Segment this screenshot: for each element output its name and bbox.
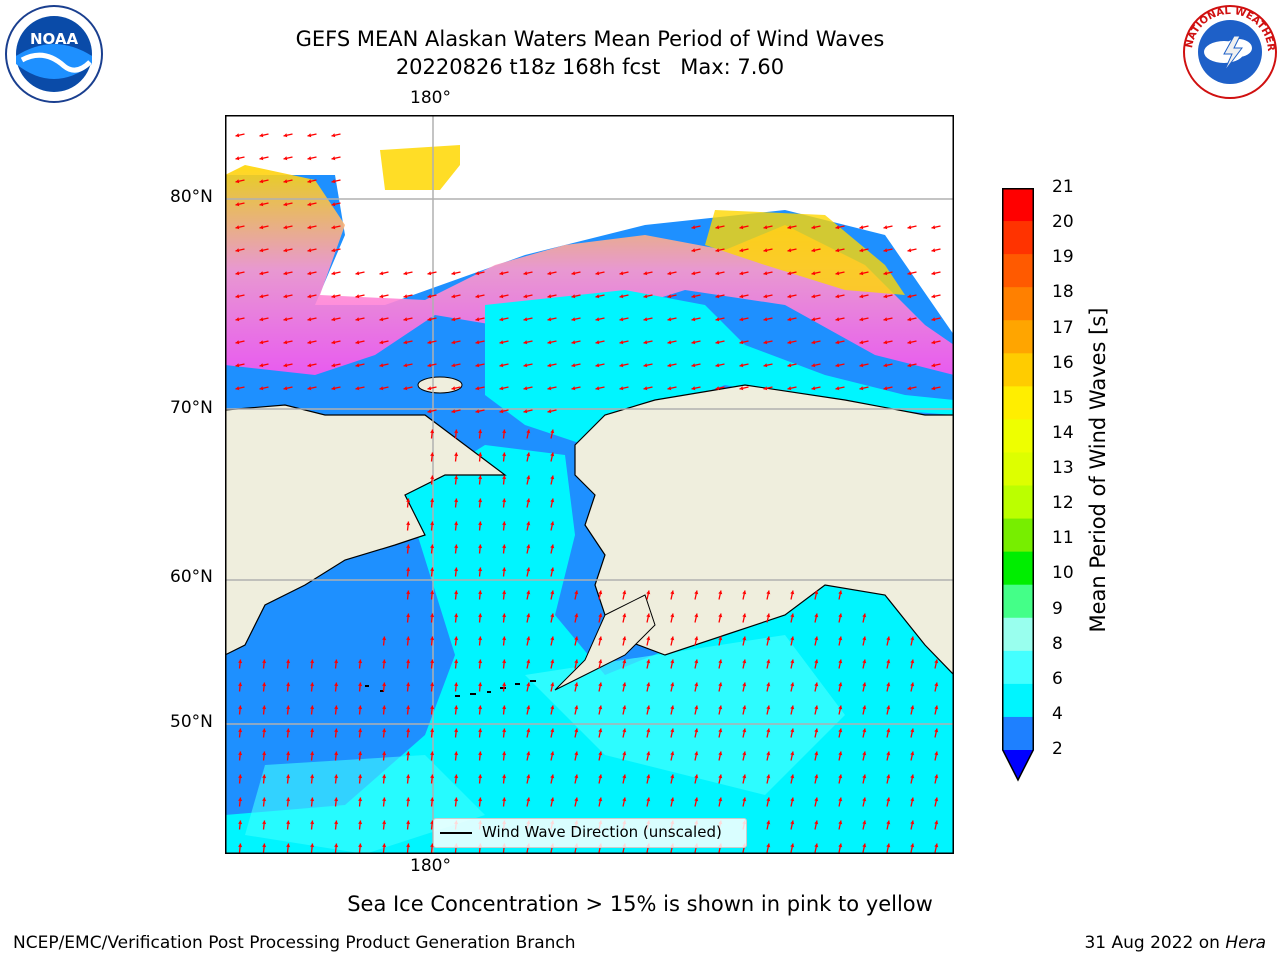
colorbar-block xyxy=(1002,584,1034,619)
colorbar-tick-label: 17 xyxy=(1052,317,1074,338)
colorbar-block xyxy=(1002,485,1034,520)
lat-label-50: 50°N xyxy=(170,712,213,732)
nws-logo: NATIONAL WEATHER SERVICE xyxy=(1180,2,1277,99)
sea-ice-area-3 xyxy=(705,210,905,295)
colorbar-block xyxy=(1002,551,1034,586)
colorbar-tick-label: 15 xyxy=(1052,387,1074,408)
legend-label: Wind Wave Direction (unscaled) xyxy=(482,823,722,841)
colorbar-block xyxy=(1002,617,1034,652)
map-panel xyxy=(225,115,954,854)
colorbar-block xyxy=(1002,353,1034,387)
land-alaska-peninsula xyxy=(554,594,656,691)
colorbar-block xyxy=(1002,386,1034,420)
footer-left: NCEP/EMC/Verification Post Processing Pr… xyxy=(13,933,576,953)
legend-line-sample xyxy=(440,832,472,834)
map-svg xyxy=(225,115,954,854)
colorbar-tick-label: 4 xyxy=(1052,703,1063,724)
colorbar-block xyxy=(1002,716,1034,751)
title-line-1: GEFS MEAN Alaskan Waters Mean Period of … xyxy=(295,27,885,51)
colorbar-tick-label: 13 xyxy=(1052,458,1074,478)
colorbar-tick-label: 21 xyxy=(1052,177,1074,197)
sea-ice-area xyxy=(225,165,954,375)
colorbar-tick-label: 18 xyxy=(1052,282,1074,303)
colorbar-tick-label: 2 xyxy=(1052,739,1063,759)
land-alaska xyxy=(574,384,954,676)
colorbar-tick-label: 9 xyxy=(1052,598,1063,619)
lon-label-top: 180° xyxy=(410,88,451,108)
colorbar-tick-label: 10 xyxy=(1052,563,1074,584)
footer-date: 31 Aug 2022 on xyxy=(1084,933,1220,953)
sea-ice-area-2 xyxy=(380,145,460,190)
subtitle: Sea Ice Concentration > 15% is shown in … xyxy=(347,892,933,916)
colorbar-block xyxy=(1002,683,1034,718)
colorbar-tick-label: 8 xyxy=(1052,633,1063,654)
footer-right: 31 Aug 2022 on Hera xyxy=(1084,933,1266,953)
colorbar-block xyxy=(1002,452,1034,487)
lon-label-bottom: 180° xyxy=(410,856,451,876)
land-siberia xyxy=(225,404,507,656)
colorbar-block xyxy=(1002,650,1034,685)
colorbar-tick-label: 11 xyxy=(1052,528,1074,549)
colorbar-title: Mean Period of Wind Waves [s] xyxy=(1086,307,1110,633)
colorbar-block xyxy=(1002,221,1034,255)
lat-label-60: 60°N xyxy=(170,567,213,587)
lat-label-80: 80°N xyxy=(170,187,213,207)
colorbar-tick-label: 16 xyxy=(1052,352,1074,373)
colorbar-tick-label: 14 xyxy=(1052,422,1074,443)
map-legend: Wind Wave Direction (unscaled) xyxy=(433,818,747,848)
aleutian-islands xyxy=(365,680,536,697)
colorbar-block xyxy=(1002,254,1034,288)
colorbar-block xyxy=(1002,188,1034,222)
title-line-2: 20220826 t18z 168h fcst Max: 7.60 xyxy=(395,55,785,79)
gridlines xyxy=(225,115,954,854)
colorbar-under-arrow xyxy=(1002,750,1034,780)
ocean-mid-arctic xyxy=(485,290,954,445)
colorbar-block xyxy=(1002,518,1034,553)
colorbar xyxy=(1002,188,1034,782)
colorbar-tick-label: 20 xyxy=(1052,212,1074,233)
wind-wave-arrows xyxy=(235,133,941,853)
noaa-logo: NOAA xyxy=(5,5,103,103)
footer-machine: Hera xyxy=(1225,933,1266,953)
ocean-high-patches xyxy=(525,635,845,795)
lat-label-70: 70°N xyxy=(170,398,213,418)
land-wrangel-island xyxy=(417,376,463,394)
colorbar-tick-label: 12 xyxy=(1052,493,1074,514)
colorbar-block xyxy=(1002,419,1034,453)
colorbar-tick-label: 6 xyxy=(1052,668,1063,689)
colorbar-block xyxy=(1002,287,1034,321)
colorbar-tick-label: 19 xyxy=(1052,247,1074,268)
noaa-logo-text: NOAA xyxy=(30,30,79,48)
colorbar-block xyxy=(1002,320,1034,354)
ocean-high-patches-2 xyxy=(245,755,485,854)
